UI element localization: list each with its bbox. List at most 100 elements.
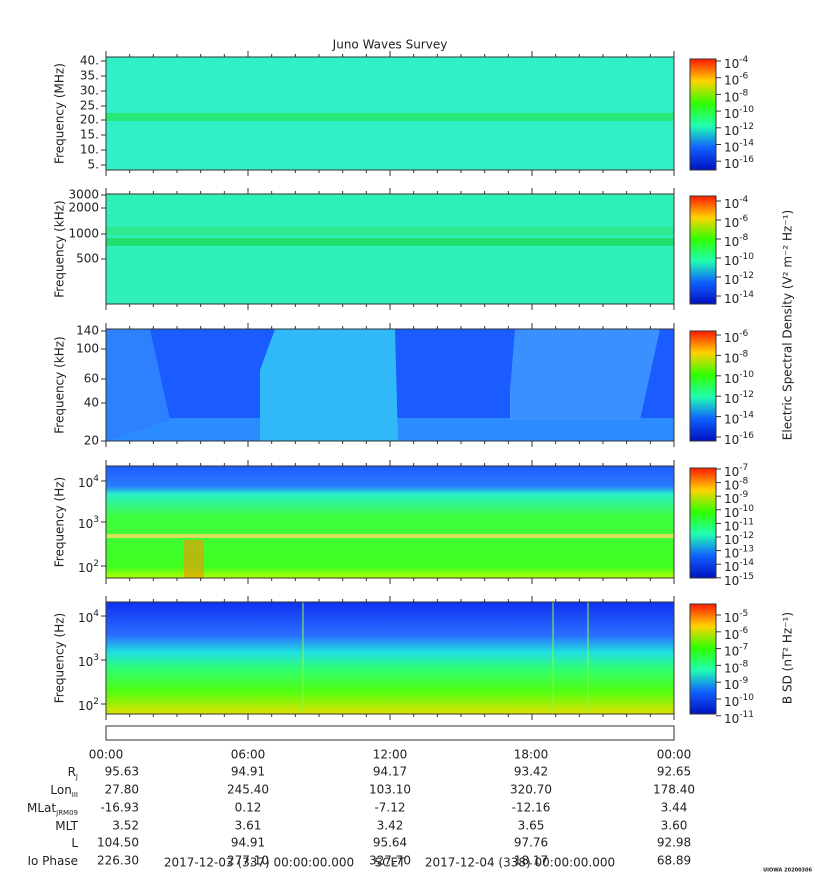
patch	[106, 329, 170, 441]
colorbar-tick-label: 10-12	[724, 121, 754, 137]
colorbar-tick-label: 10-8	[724, 659, 749, 675]
ephemeris-value: -16.93	[100, 801, 139, 815]
base: 10	[724, 90, 739, 104]
y-tick-label: 20.	[80, 113, 99, 127]
time-label: 00:00	[89, 748, 124, 762]
exponent: 2	[93, 697, 99, 707]
exponent: -6	[739, 71, 748, 81]
exponent: -4	[739, 195, 748, 205]
base: 10	[78, 699, 93, 713]
exponent: -10	[739, 252, 754, 262]
base: 10	[724, 492, 739, 506]
ephemeris-value: 92.98	[657, 836, 691, 850]
ephemeris-value: 97.76	[514, 836, 548, 850]
exponent: -8	[739, 659, 748, 669]
base: 10	[724, 140, 739, 154]
ephemeris-value: 95.63	[105, 765, 139, 779]
ephemeris-value: 3.61	[235, 819, 262, 833]
y-tick-label: 60	[84, 372, 99, 386]
base: 10	[724, 478, 739, 492]
exponent: 3	[93, 515, 99, 525]
base: 10	[724, 465, 739, 479]
ephemeris-label: L	[71, 836, 78, 850]
base: 10	[724, 331, 739, 345]
base: 10	[78, 655, 93, 669]
ephemeris-label: Io Phase	[27, 854, 78, 868]
y-axis-label: Frequency (kHz)	[53, 200, 67, 297]
exponent: -10	[739, 105, 754, 115]
footer-frame: SCET	[375, 856, 407, 870]
y-tick-label: 104	[78, 474, 99, 490]
ephemeris-value: 27.80	[105, 783, 139, 797]
y-tick-label: 10.	[80, 143, 99, 157]
ephemeris-value: 95.64	[373, 836, 407, 850]
colorbar-tick-label: 10-15	[724, 571, 754, 587]
y-tick-label: 140	[76, 324, 99, 338]
colorbar-tick-label: 10-6	[724, 71, 749, 87]
ephemeris-value: 3.42	[377, 819, 404, 833]
exponent: -14	[739, 410, 754, 420]
colorbar-tick-label: 10-11	[724, 709, 754, 725]
base: 10	[724, 519, 739, 533]
ephemeris-value: 68.89	[657, 854, 691, 868]
y-tick-label: 102	[78, 559, 99, 575]
exponent: -12	[739, 271, 754, 281]
y-tick-label: 103	[78, 515, 99, 531]
exponent: 4	[93, 474, 99, 484]
colorbar-tick-label: 10-14	[724, 410, 754, 426]
base: 10	[724, 678, 739, 692]
base: 10	[724, 505, 739, 519]
base: 10	[724, 392, 739, 406]
colorbar-tick-label: 10-8	[724, 88, 749, 104]
ephemeris-label: MLatJRM09	[27, 801, 78, 818]
y-tick-label: 35.	[80, 69, 99, 83]
colorbar-tick-label: 10-9	[724, 676, 749, 692]
base: 10	[724, 73, 739, 87]
exponent: -12	[739, 390, 754, 400]
y-tick-label: 100	[76, 342, 99, 356]
base: 10	[724, 433, 739, 447]
ephemeris-value: 245.40	[227, 783, 269, 797]
colorbar-tick-label: 10-6	[724, 214, 749, 230]
exponent: -10	[739, 693, 754, 703]
colorbar-label: Electric Spectral Density (V² m⁻² Hz⁻¹)	[781, 210, 795, 440]
colorbar-tick-label: 10-14	[724, 558, 754, 574]
ephemeris-value: 226.30	[97, 854, 139, 868]
base: 10	[724, 711, 739, 725]
title: Juno Waves Survey	[332, 38, 448, 52]
exponent: -8	[739, 476, 748, 486]
y-tick-label: 20	[84, 434, 99, 448]
ephemeris-value: 92.65	[657, 765, 691, 779]
y-tick-label: 103	[78, 653, 99, 669]
exponent: -14	[739, 558, 754, 568]
colorbar-tick-label: 10-16	[724, 155, 754, 171]
exponent: -7	[739, 642, 748, 652]
exponent: -9	[739, 490, 748, 500]
y-tick-label: 500	[76, 252, 99, 266]
exponent: -8	[739, 349, 748, 359]
y-tick-label: 2000	[68, 201, 99, 215]
colorbar-tick-label: 10-13	[724, 544, 754, 560]
colorbar-tick-label: 10-10	[724, 105, 754, 121]
ephemeris-value: 3.52	[112, 819, 139, 833]
spectrogram	[106, 194, 674, 304]
y-axis-label: Frequency (kHz)	[53, 336, 67, 433]
time-label: 06:00	[231, 748, 266, 762]
y-axis-label: Frequency (MHz)	[53, 63, 67, 164]
base: 10	[724, 216, 739, 230]
colorbar-tick-label: 10-9	[724, 490, 749, 506]
base: 10	[724, 57, 739, 71]
base: 10	[724, 533, 739, 547]
y-tick-label: 104	[78, 609, 99, 625]
colorbar-tick-label: 10-11	[724, 517, 754, 533]
exponent: -15	[739, 571, 754, 581]
label: R	[68, 765, 76, 779]
label: MLat	[27, 801, 56, 815]
ephemeris-value: 104.50	[97, 836, 139, 850]
base: 10	[724, 197, 739, 211]
colorbar-tick-label: 10-10	[724, 252, 754, 268]
time-label: 18:00	[514, 748, 549, 762]
time-label: 00:00	[657, 748, 692, 762]
y-tick-label: 15.	[80, 128, 99, 142]
base: 10	[78, 611, 93, 625]
